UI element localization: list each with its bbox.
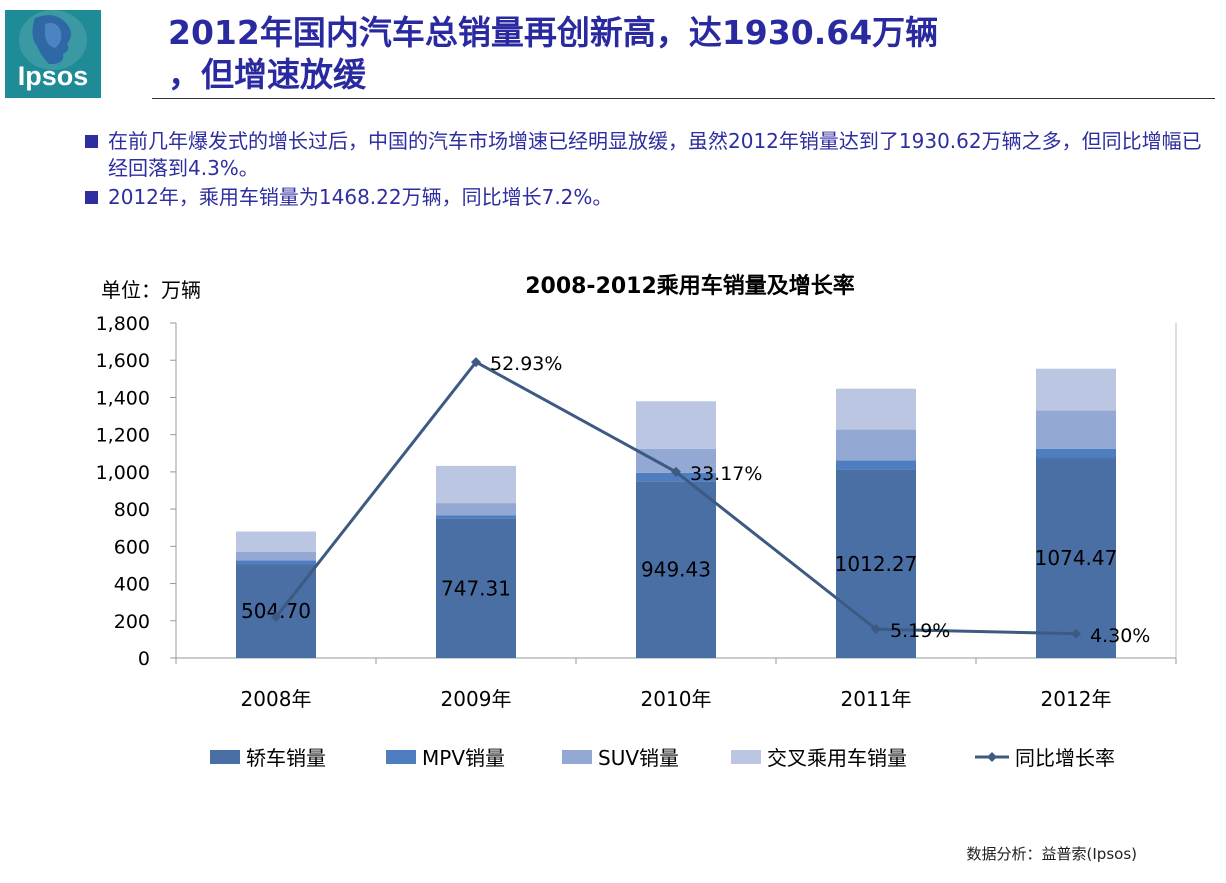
growth-rate-label: 33.17% [690,463,762,485]
logo-text: Ipsos [17,61,89,91]
bar-data-label: 747.31 [441,576,511,600]
bar-mpv [836,460,916,470]
bar-suv [436,503,516,516]
bar-data-label: 949.43 [641,558,711,582]
legend-label: SUV销量 [598,746,679,770]
bar-suv [1036,410,1116,449]
chart-title: 2008-2012乘用车销量及增长率 [525,273,855,299]
title-line-2: ，但增速放缓 [168,55,366,94]
legend-label: 交叉乘用车销量 [767,746,907,770]
legend-swatch [562,750,592,764]
bar-sedan [436,518,516,658]
growth-rate-label: 5.19% [890,620,950,642]
bullet-item: 在前几年爆发式的增长过后，中国的汽车市场增速已经明显放缓，虽然2012年销量达到… [84,128,1214,182]
bar-sedan [636,481,716,658]
growth-rate-point [871,624,881,635]
legend-swatch [386,750,416,764]
bullet-list: 在前几年爆发式的增长过后，中国的汽车市场增速已经明显放缓，虽然2012年销量达到… [84,128,1214,213]
bar-mpv [1036,448,1116,459]
legend-label: MPV销量 [422,746,505,770]
y-tick-label: 0 [138,648,150,670]
y-tick-label: 1,600 [96,350,150,372]
x-tick-label: 2010年 [641,687,712,711]
legend-marker [987,752,997,762]
title-divider [152,98,1215,99]
bar-crossover [836,388,916,430]
x-tick-label: 2011年 [841,687,912,711]
growth-rate-label: 52.93% [490,353,562,375]
growth-rate-point [471,357,481,368]
bullet-square-icon [85,191,98,204]
page-title: 2012年国内汽车总销量再创新高，达1930.64万辆 ，但增速放缓 [168,12,1208,96]
y-tick-label: 800 [114,499,150,521]
y-tick-label: 600 [114,536,150,558]
bullet-text: 2012年，乘用车销量为1468.22万辆，同比增长7.2%。 [108,185,613,209]
bar-sedan [236,564,316,658]
bullet-item: 2012年，乘用车销量为1468.22万辆，同比增长7.2%。 [84,184,1214,211]
legend-label: 轿车销量 [246,746,326,770]
bar-crossover [436,465,516,504]
y-tick-label: 400 [114,574,150,596]
x-tick-label: 2012年 [1041,687,1112,711]
y-tick-label: 1,400 [96,387,150,409]
title-line-1: 2012年国内汽车总销量再创新高，达1930.64万辆 [168,13,939,52]
y-tick-label: 1,000 [96,462,150,484]
bar-mpv [636,472,716,482]
x-tick-label: 2008年 [241,687,312,711]
logo-face-icon [19,10,87,70]
bar-suv [236,551,316,561]
legend-swatch [731,750,761,764]
unit-label: 单位：万辆 [101,278,201,302]
bar-data-label: 1012.27 [835,552,918,576]
bar-crossover [236,531,316,552]
growth-rate-point [671,466,681,477]
y-tick-label: 1,200 [96,425,150,447]
y-tick-label: 200 [114,611,150,633]
bar-mpv [236,560,316,565]
bar-suv [836,429,916,461]
source-footer: 数据分析：益普索(Ipsos) [966,845,1137,863]
growth-rate-label: 4.30% [1090,625,1150,647]
x-tick-label: 2009年 [441,687,512,711]
bar-mpv [436,515,516,519]
bullet-text: 在前几年爆发式的增长过后，中国的汽车市场增速已经明显放缓，虽然2012年销量达到… [108,129,1202,180]
legend-swatch [210,750,240,764]
legend-label: 同比增长率 [1015,746,1115,770]
bar-data-label: 1074.47 [1035,546,1118,570]
bar-crossover [636,401,716,449]
y-tick-label: 1,800 [96,313,150,335]
bar-sedan [1036,458,1116,658]
growth-rate-point [271,612,281,623]
bullet-square-icon [85,135,98,148]
bar-crossover [1036,368,1116,411]
growth-rate-point [1071,628,1081,639]
ipsos-logo: Ipsos [5,10,101,98]
